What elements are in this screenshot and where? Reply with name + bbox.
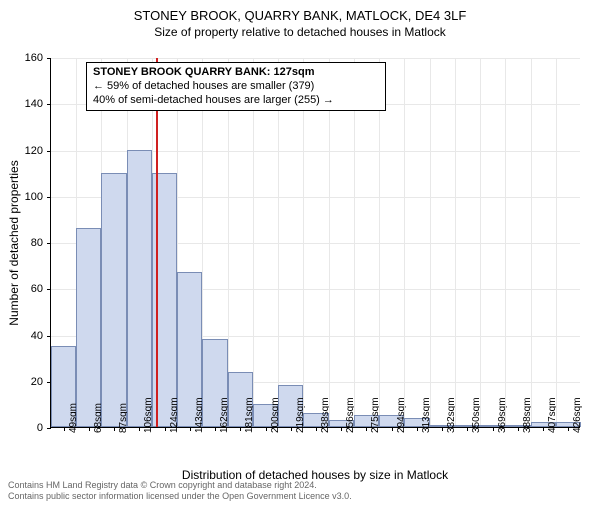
y-tick — [47, 58, 51, 59]
plot-area: Number of detached properties 0204060801… — [50, 58, 580, 428]
gridline-v — [278, 58, 279, 427]
gridline-v — [253, 58, 254, 427]
annotation-line-3: 40% of semi-detached houses are larger (… — [93, 94, 379, 108]
y-tick — [47, 243, 51, 244]
footer-line-2: Contains public sector information licen… — [8, 491, 352, 502]
x-tick — [366, 427, 367, 431]
annotation-title: STONEY BROOK QUARRY BANK: 127sqm — [93, 66, 379, 80]
y-tick-label: 20 — [31, 376, 43, 388]
x-tick — [89, 427, 90, 431]
footer: Contains HM Land Registry data © Crown c… — [0, 476, 360, 508]
histogram-bar — [127, 150, 152, 428]
y-tick — [47, 197, 51, 198]
marker-line — [156, 58, 158, 427]
histogram-bar — [76, 228, 101, 427]
histogram-bar — [101, 173, 126, 427]
x-tick — [139, 427, 140, 431]
x-tick — [392, 427, 393, 431]
annotation-box: STONEY BROOK QUARRY BANK: 127sqm ← 59% o… — [86, 62, 386, 111]
x-tick — [442, 427, 443, 431]
x-tick — [568, 427, 569, 431]
x-tick — [64, 427, 65, 431]
gridline-v — [455, 58, 456, 427]
gridline-v — [303, 58, 304, 427]
gridline-v — [404, 58, 405, 427]
x-tick — [240, 427, 241, 431]
y-tick — [47, 336, 51, 337]
x-tick — [114, 427, 115, 431]
x-tick-label: 426sqm — [572, 397, 583, 433]
chart-container: STONEY BROOK, QUARRY BANK, MATLOCK, DE4 … — [0, 8, 600, 508]
x-tick — [266, 427, 267, 431]
y-tick-label: 140 — [25, 98, 43, 110]
plot: 02040608010012014016049sqm68sqm87sqm106s… — [50, 58, 580, 428]
y-tick-label: 80 — [31, 237, 43, 249]
y-tick — [47, 428, 51, 429]
y-tick-label: 100 — [25, 191, 43, 203]
gridline-v — [354, 58, 355, 427]
gridline-v — [556, 58, 557, 427]
x-tick — [518, 427, 519, 431]
y-tick-label: 160 — [25, 52, 43, 64]
y-tick-label: 120 — [25, 145, 43, 157]
x-tick — [467, 427, 468, 431]
x-tick — [543, 427, 544, 431]
y-tick-label: 0 — [37, 422, 43, 434]
y-tick — [47, 289, 51, 290]
gridline-v — [379, 58, 380, 427]
x-tick — [291, 427, 292, 431]
chart-title: STONEY BROOK, QUARRY BANK, MATLOCK, DE4 … — [0, 8, 600, 23]
x-tick — [215, 427, 216, 431]
gridline-v — [430, 58, 431, 427]
gridline-v — [480, 58, 481, 427]
x-tick — [316, 427, 317, 431]
gridline-v — [505, 58, 506, 427]
y-tick — [47, 104, 51, 105]
y-tick — [47, 151, 51, 152]
gridline-h — [51, 58, 580, 59]
x-tick — [190, 427, 191, 431]
gridline-v — [531, 58, 532, 427]
x-tick — [341, 427, 342, 431]
chart-subtitle: Size of property relative to detached ho… — [0, 25, 600, 39]
y-axis-label: Number of detached properties — [7, 160, 21, 325]
y-tick-label: 40 — [31, 330, 43, 342]
gridline-v — [329, 58, 330, 427]
annotation-line-2: ← 59% of detached houses are smaller (37… — [93, 80, 379, 94]
x-tick — [417, 427, 418, 431]
footer-line-1: Contains HM Land Registry data © Crown c… — [8, 480, 352, 491]
x-tick — [165, 427, 166, 431]
y-tick-label: 60 — [31, 283, 43, 295]
x-tick — [493, 427, 494, 431]
